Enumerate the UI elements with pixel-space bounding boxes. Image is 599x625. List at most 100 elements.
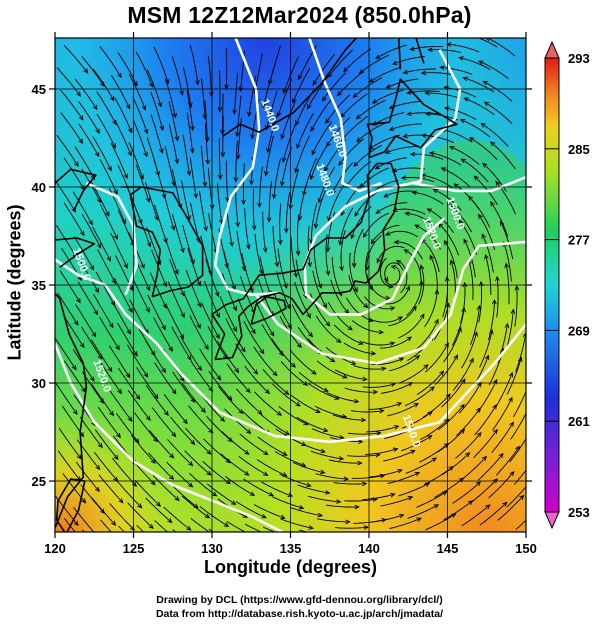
- streamline: [186, 112, 194, 153]
- streamline: [416, 370, 444, 395]
- streamline: [63, 202, 85, 236]
- streamline: [334, 369, 367, 380]
- streamline-arrow: [180, 312, 185, 319]
- streamline-arrow: [414, 354, 421, 360]
- streamline-arrow: [339, 265, 344, 272]
- streamline-arrow: [146, 241, 152, 248]
- streamline-arrow: [249, 491, 256, 496]
- colorbar-label: 253: [568, 505, 590, 520]
- streamline-arrow: [385, 295, 391, 301]
- streamline: [419, 443, 449, 463]
- streamline: [490, 201, 509, 237]
- streamline: [479, 329, 493, 368]
- streamline: [333, 324, 363, 345]
- streamline: [297, 214, 300, 256]
- streamline-arrow: [465, 452, 471, 458]
- streamline-arrow: [463, 238, 468, 244]
- streamline: [183, 292, 201, 329]
- streamline: [236, 95, 242, 137]
- streamline-arrow: [113, 234, 118, 240]
- streamline-arrow: [235, 222, 241, 228]
- streamline: [448, 203, 472, 233]
- streamline-arrow: [379, 473, 386, 479]
- streamline-arrow: [537, 504, 541, 508]
- streamline: [425, 342, 449, 373]
- streamline: [485, 254, 492, 295]
- streamline: [127, 389, 151, 421]
- streamline-arrow: [533, 455, 537, 460]
- streamline: [223, 250, 236, 290]
- streamline: [360, 167, 390, 188]
- streamline: [95, 271, 116, 306]
- streamline-arrow: [180, 247, 185, 254]
- streamline-arrow: [89, 376, 95, 382]
- streamline-arrow: [227, 437, 233, 443]
- streamline-arrow: [325, 270, 331, 277]
- x-tick-label: 150: [515, 541, 537, 556]
- streamline: [98, 474, 124, 504]
- streamline-arrow: [159, 148, 164, 154]
- streamline-arrow: [420, 70, 427, 76]
- streamline-arrow: [317, 512, 324, 518]
- streamline: [60, 112, 83, 144]
- streamline-arrow: [238, 408, 244, 415]
- streamline: [407, 112, 441, 115]
- streamline: [281, 146, 292, 186]
- streamline-arrow: [95, 128, 100, 134]
- streamline-arrow: [351, 360, 357, 366]
- streamline-arrow: [453, 354, 459, 360]
- streamline-arrow: [492, 478, 498, 484]
- streamline-arrow: [460, 378, 466, 384]
- streamline-arrow: [376, 258, 381, 264]
- x-tick-label: 135: [280, 541, 302, 556]
- streamline-arrow: [263, 450, 269, 456]
- streamline: [207, 325, 228, 360]
- streamline: [310, 450, 344, 460]
- streamline: [171, 213, 184, 253]
- streamline: [97, 249, 116, 284]
- streamline-arrow: [235, 154, 241, 160]
- streamline-arrow: [263, 171, 269, 177]
- streamline: [74, 236, 94, 270]
- streamline-arrow: [398, 357, 405, 362]
- streamline: [233, 73, 239, 114]
- streamline: [152, 407, 176, 437]
- x-tick-label: 140: [358, 541, 380, 556]
- streamline: [56, 67, 81, 97]
- streamline-arrow: [409, 151, 416, 157]
- streamline: [296, 416, 328, 432]
- streamline: [314, 405, 347, 418]
- streamline-arrow: [76, 298, 81, 304]
- streamline-arrow: [293, 272, 298, 279]
- streamline-arrow: [190, 259, 195, 265]
- streamline: [474, 404, 497, 436]
- streamline: [150, 91, 164, 131]
- streamline-arrow: [109, 95, 115, 102]
- streamline: [235, 185, 239, 227]
- streamline: [347, 454, 380, 457]
- streamline: [384, 262, 404, 282]
- streamline: [302, 157, 318, 196]
- streamline: [182, 225, 195, 264]
- streamline: [189, 157, 197, 198]
- streamline-arrow: [449, 145, 455, 151]
- streamline-arrow: [385, 231, 391, 236]
- streamline-arrow: [315, 408, 321, 413]
- streamline: [186, 89, 194, 131]
- streamline-arrow: [397, 468, 403, 474]
- streamline: [63, 315, 85, 348]
- streamline: [491, 422, 514, 454]
- streamline-arrow: [259, 349, 265, 355]
- streamline: [171, 326, 192, 361]
- streamline: [317, 518, 350, 523]
- streamline-arrow: [123, 173, 128, 180]
- streamline-arrow: [287, 492, 294, 497]
- streamline-arrow: [209, 91, 214, 98]
- streamline-arrow: [93, 309, 99, 316]
- streamline: [461, 504, 490, 527]
- streamline-arrow: [361, 417, 367, 423]
- streamline: [182, 67, 192, 108]
- streamline: [259, 256, 272, 296]
- streamline: [505, 263, 510, 305]
- streamline: [164, 78, 176, 118]
